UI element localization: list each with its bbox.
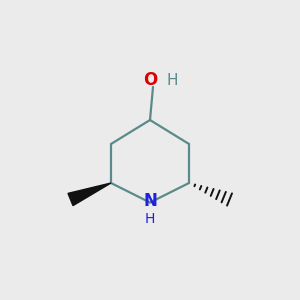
Text: H: H bbox=[145, 212, 155, 226]
Text: N: N bbox=[143, 192, 157, 210]
Text: O: O bbox=[143, 71, 157, 89]
Polygon shape bbox=[68, 183, 111, 206]
Text: H: H bbox=[167, 73, 178, 88]
